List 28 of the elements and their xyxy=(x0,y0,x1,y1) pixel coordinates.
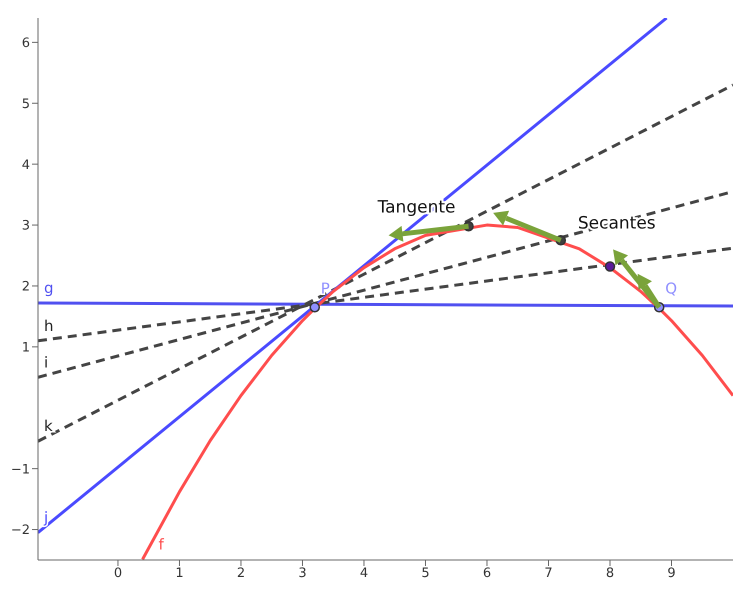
series-label: i xyxy=(44,353,48,372)
x-tick-label: 4 xyxy=(360,566,368,582)
x-tick-label: 0 xyxy=(114,566,122,582)
series-label: h xyxy=(44,316,54,335)
y-tick-label: −1 xyxy=(10,462,30,478)
x-tick-label: 2 xyxy=(236,566,246,582)
y-tick-label: −2 xyxy=(10,523,30,538)
x-tick-label: 5 xyxy=(421,566,430,582)
y-tick-label: 3 xyxy=(22,218,30,234)
y-tick-label: 4 xyxy=(22,158,30,173)
y-tick-label: 2 xyxy=(22,280,30,295)
series-label: k xyxy=(44,417,53,436)
series-label: g xyxy=(44,279,54,298)
point xyxy=(310,302,320,313)
x-tick-label: 1 xyxy=(175,566,184,582)
y-tick-label: 5 xyxy=(22,96,30,112)
y-tick-label: 1 xyxy=(22,340,30,356)
x-tick-label: 9 xyxy=(667,566,676,582)
x-tick-label: 6 xyxy=(482,566,492,582)
series-label: f xyxy=(158,535,165,554)
point xyxy=(604,261,616,272)
x-tick-label: 8 xyxy=(606,566,614,582)
series-label: Q xyxy=(665,279,678,298)
x-tick-label: 7 xyxy=(544,566,553,582)
series-label: j xyxy=(43,508,48,527)
series-label: P xyxy=(320,279,330,298)
x-tick-label: 3 xyxy=(298,566,307,582)
y-tick-label: 6 xyxy=(22,36,30,51)
